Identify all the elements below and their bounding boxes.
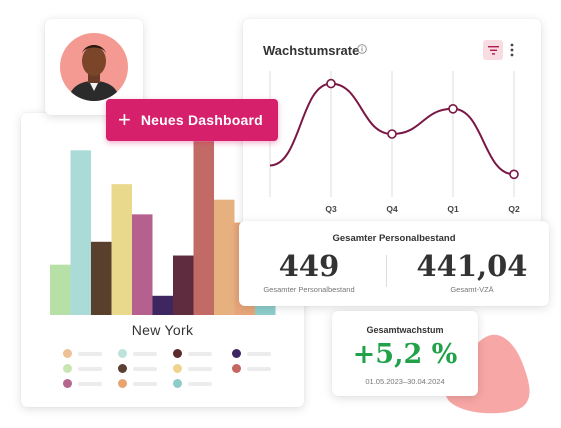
personnel-card: Gesamter Personalbestand 449 Gesamter Pe… <box>239 221 549 306</box>
legend-placeholder <box>78 381 102 386</box>
line-chart: Q3 Q4 Q1 Q2 <box>269 71 520 214</box>
avatar[interactable] <box>60 33 128 101</box>
x-tick-label: Q1 <box>447 204 459 214</box>
bar <box>214 199 235 315</box>
filter-icon <box>487 45 499 55</box>
legend-placeholder <box>78 351 102 356</box>
chart-city-label: New York <box>131 322 194 338</box>
date-range: 01.05.2023–30.04.2024 <box>365 377 445 386</box>
legend-placeholder <box>133 381 157 386</box>
new-dashboard-button[interactable]: + Neues Dashboard <box>106 99 278 141</box>
legend-swatch <box>63 349 72 358</box>
fte-label: Gesamt-VZÄ <box>450 285 494 294</box>
bar-chart <box>50 141 276 315</box>
data-point <box>387 129 397 139</box>
legend-swatch <box>63 364 72 373</box>
legend-placeholder <box>133 366 157 371</box>
kebab-menu-icon[interactable] <box>509 43 515 57</box>
growth-rate-card: Wachstumsrate Q3 Q4 Q1 Q2 <box>243 19 541 231</box>
legend-placeholder <box>247 366 271 371</box>
legend-swatch <box>63 379 72 388</box>
legend-item <box>232 364 271 373</box>
total-growth-card: Gesamtwachstum +5,2 % 01.05.2023–30.04.2… <box>332 311 478 396</box>
legend-item <box>173 349 212 358</box>
bar <box>50 264 71 315</box>
bar <box>152 295 173 315</box>
info-icon[interactable] <box>357 44 367 54</box>
bar <box>132 214 153 315</box>
bar <box>91 241 112 315</box>
data-point <box>509 169 519 180</box>
growth-value: +5,2 % <box>352 339 458 370</box>
person-portrait-icon <box>68 45 120 101</box>
legend-swatch <box>118 364 127 373</box>
legend-item <box>232 349 271 358</box>
filter-button[interactable] <box>483 40 503 60</box>
plus-icon: + <box>118 107 131 132</box>
card-title: Gesamter Personalbestand <box>332 233 456 244</box>
x-tick-label: Q3 <box>325 204 337 214</box>
data-point <box>448 104 458 114</box>
legend-item <box>118 364 157 373</box>
bar <box>70 150 91 315</box>
legend-swatch <box>232 349 241 358</box>
avatar-card <box>45 19 143 115</box>
fte-value: 441,04 <box>416 249 528 283</box>
card-title: Wachstumsrate <box>263 43 360 58</box>
legend-item <box>63 349 102 358</box>
legend-swatch <box>173 364 182 373</box>
legend-swatch <box>173 349 182 358</box>
legend-item <box>63 379 102 388</box>
legend-placeholder <box>188 351 212 356</box>
x-tick-label: Q4 <box>386 204 398 214</box>
new-dashboard-label: Neues Dashboard <box>140 112 263 128</box>
x-tick-label: Q2 <box>508 204 520 214</box>
legend-item <box>173 364 212 373</box>
legend-item <box>173 379 212 388</box>
divider <box>386 255 387 287</box>
legend-swatch <box>118 349 127 358</box>
legend-swatch <box>118 379 127 388</box>
legend-item <box>63 364 102 373</box>
bar <box>111 184 132 315</box>
legend-placeholder <box>188 366 212 371</box>
legend-item <box>118 379 157 388</box>
legend-placeholder <box>188 381 212 386</box>
legend-placeholder <box>133 351 157 356</box>
legend-placeholder <box>247 351 271 356</box>
legend-item <box>118 349 157 358</box>
bar <box>173 255 194 315</box>
headcount-value: 449 <box>278 249 340 283</box>
legend-swatch <box>173 379 182 388</box>
legend-placeholder <box>78 366 102 371</box>
data-point <box>326 78 336 89</box>
card-title: Gesamtwachstum <box>366 325 444 335</box>
legend-swatch <box>232 364 241 373</box>
headcount-label: Gesamter Personalbestand <box>263 285 355 294</box>
bar <box>193 141 214 315</box>
